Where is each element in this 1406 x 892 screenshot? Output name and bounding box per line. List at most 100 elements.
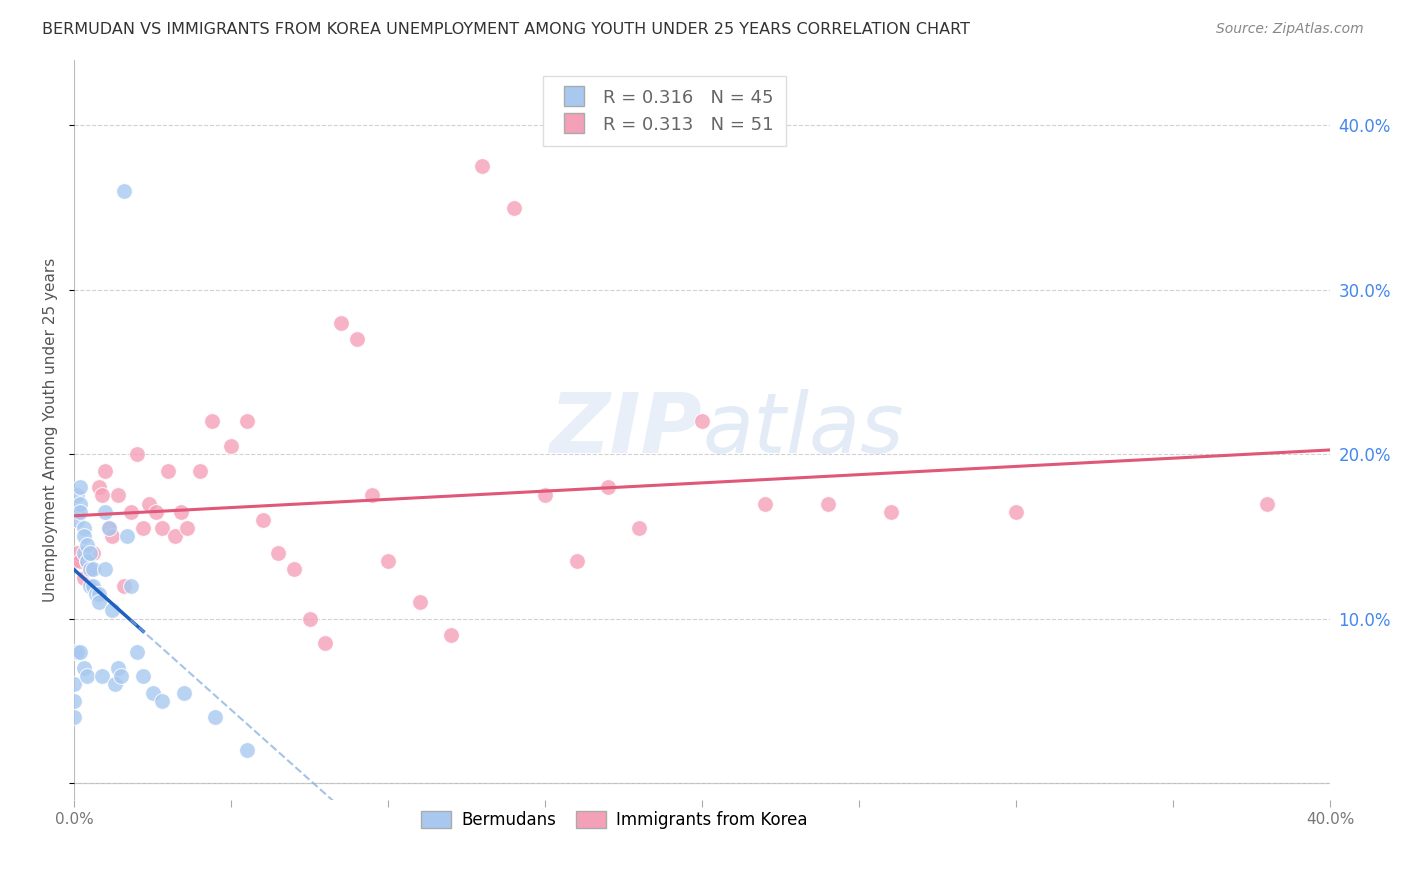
Point — [236, 414, 259, 428]
Point — [204, 710, 226, 724]
Point — [66, 505, 89, 519]
Point — [628, 521, 651, 535]
Point — [596, 480, 619, 494]
Point — [69, 480, 91, 494]
Point — [84, 587, 107, 601]
Point — [63, 694, 86, 708]
Point — [82, 562, 104, 576]
Point — [361, 488, 384, 502]
Point — [69, 505, 91, 519]
Point — [150, 694, 173, 708]
Point — [132, 669, 155, 683]
Point — [94, 505, 117, 519]
Point — [201, 414, 224, 428]
Point — [565, 554, 588, 568]
Point — [72, 529, 94, 543]
Point — [879, 505, 901, 519]
Point — [408, 595, 430, 609]
Point — [817, 497, 839, 511]
Point — [72, 546, 94, 560]
Point — [89, 595, 111, 609]
Point — [91, 669, 114, 683]
Point — [534, 488, 557, 502]
Point — [110, 669, 132, 683]
Point — [66, 513, 89, 527]
Point — [76, 554, 98, 568]
Point — [283, 562, 305, 576]
Point — [163, 529, 186, 543]
Point — [100, 529, 122, 543]
Point — [100, 603, 122, 617]
Point — [66, 546, 89, 560]
Point — [66, 488, 89, 502]
Point — [91, 488, 114, 502]
Point — [125, 447, 148, 461]
Point — [754, 497, 776, 511]
Point — [173, 686, 195, 700]
Point — [330, 316, 353, 330]
Point — [219, 439, 242, 453]
Point — [142, 686, 165, 700]
Point — [145, 505, 167, 519]
Point — [346, 332, 368, 346]
Point — [176, 521, 198, 535]
Point — [120, 579, 142, 593]
Point — [104, 677, 127, 691]
Point — [89, 480, 111, 494]
Point — [63, 554, 86, 568]
Point — [79, 546, 101, 560]
Point — [69, 497, 91, 511]
Point — [471, 160, 494, 174]
Point — [79, 562, 101, 576]
Text: BERMUDAN VS IMMIGRANTS FROM KOREA UNEMPLOYMENT AMONG YOUTH UNDER 25 YEARS CORREL: BERMUDAN VS IMMIGRANTS FROM KOREA UNEMPL… — [42, 22, 970, 37]
Point — [82, 546, 104, 560]
Point — [63, 644, 86, 658]
Point — [157, 464, 180, 478]
Point — [97, 521, 120, 535]
Point — [502, 201, 524, 215]
Point — [94, 562, 117, 576]
Point — [314, 636, 336, 650]
Point — [76, 669, 98, 683]
Point — [63, 677, 86, 691]
Point — [107, 488, 129, 502]
Point — [112, 579, 135, 593]
Text: Source: ZipAtlas.com: Source: ZipAtlas.com — [1216, 22, 1364, 37]
Text: ZIP: ZIP — [550, 389, 702, 470]
Point — [1256, 497, 1278, 511]
Point — [132, 521, 155, 535]
Point — [298, 612, 321, 626]
Point — [76, 554, 98, 568]
Point — [82, 579, 104, 593]
Point — [79, 562, 101, 576]
Point — [69, 554, 91, 568]
Point — [89, 587, 111, 601]
Point — [97, 521, 120, 535]
Point — [94, 464, 117, 478]
Point — [690, 414, 713, 428]
Point — [170, 505, 193, 519]
Y-axis label: Unemployment Among Youth under 25 years: Unemployment Among Youth under 25 years — [44, 258, 58, 602]
Point — [377, 554, 399, 568]
Point — [63, 710, 86, 724]
Text: atlas: atlas — [702, 389, 904, 470]
Point — [112, 184, 135, 198]
Point — [69, 644, 91, 658]
Point — [252, 513, 274, 527]
Point — [120, 505, 142, 519]
Legend: Bermudans, Immigrants from Korea: Bermudans, Immigrants from Korea — [415, 804, 814, 836]
Point — [236, 743, 259, 757]
Point — [72, 570, 94, 584]
Point — [1005, 505, 1028, 519]
Point — [125, 644, 148, 658]
Point — [76, 538, 98, 552]
Point — [79, 579, 101, 593]
Point — [66, 644, 89, 658]
Point — [188, 464, 211, 478]
Point — [72, 661, 94, 675]
Point — [72, 521, 94, 535]
Point — [107, 661, 129, 675]
Point — [150, 521, 173, 535]
Point — [138, 497, 160, 511]
Point — [440, 628, 463, 642]
